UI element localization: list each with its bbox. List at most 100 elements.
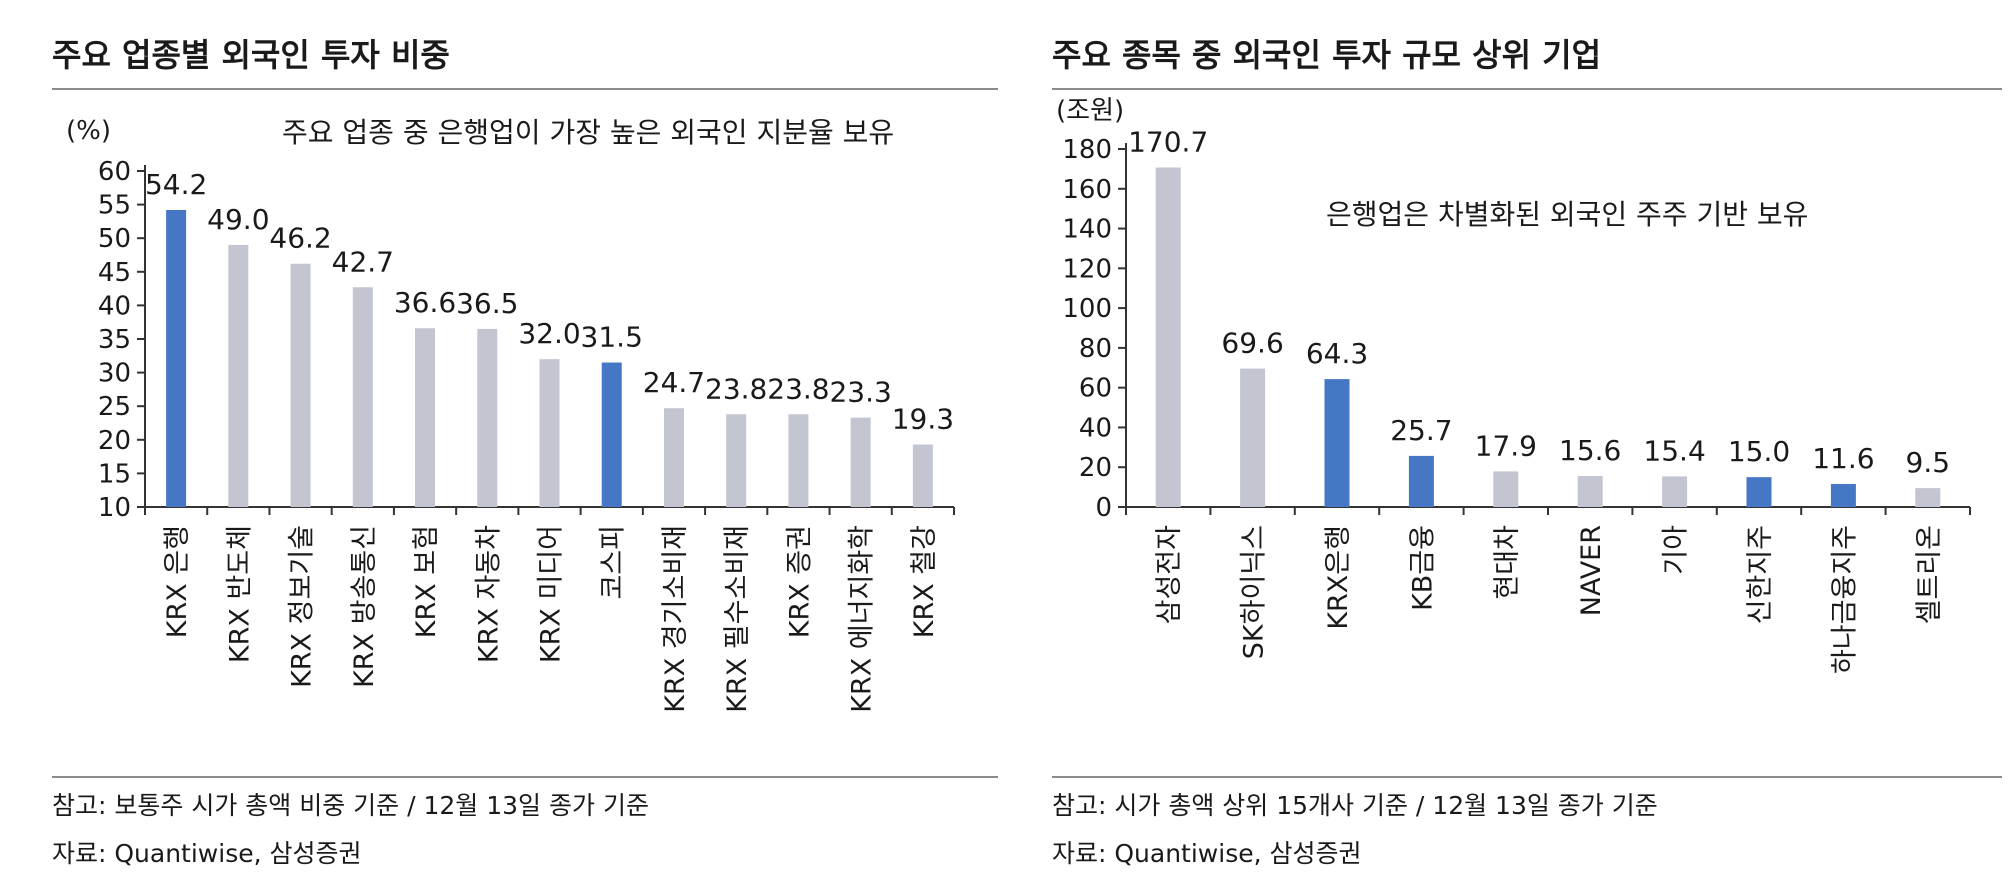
- bar-value-label: 17.9: [1475, 429, 1537, 462]
- x-category-label: 신한지주: [1745, 525, 1776, 624]
- bar: [1915, 488, 1941, 507]
- chart-annotation: 주요 업종 중 은행업이 가장 높은 외국인 지분율 보유: [282, 116, 894, 149]
- left-source: 자료: Quantiwise, 삼성증권: [52, 839, 362, 868]
- y-tick-label: 15: [98, 459, 131, 489]
- bar-value-label: 42.7: [332, 245, 394, 278]
- bar-value-label: 64.3: [1306, 337, 1368, 370]
- x-category-label: 셀트리온: [1914, 525, 1945, 624]
- right-footnote: 참고: 시가 총액 상위 15개사 기준 / 12월 13일 종가 기준: [1052, 791, 1658, 820]
- bar: [1746, 477, 1772, 507]
- right-bar-chart: 0 20 40 60 80 100 120 140 160 180 (조원) 은행업은 차별화된 외국…: [1056, 96, 1971, 674]
- bar: [1662, 476, 1688, 507]
- bar: [1493, 471, 1519, 507]
- bar-value-label: 25.7: [1390, 414, 1452, 447]
- right-chart-panel: 주요 종목 중 외국인 투자 규모 상위 기업 0 20 40 60 80 100 120 1…: [1046, 0, 2012, 890]
- y-tick-label: 45: [98, 258, 131, 288]
- x-category-label: KRX 미디어: [536, 525, 567, 663]
- y-tick-label: 60: [1079, 374, 1112, 404]
- bar: [663, 408, 684, 507]
- x-category-label: KB금융: [1407, 525, 1438, 611]
- bar-value-label: 31.5: [581, 321, 643, 354]
- bar-value-label: 9.5: [1906, 446, 1951, 479]
- bar-value-label: 69.6: [1221, 327, 1283, 360]
- bar-value-label: 170.7: [1128, 125, 1208, 158]
- y-tick-label: 120: [1062, 254, 1112, 284]
- left-footnote: 참고: 보통주 시가 총액 비중 기준 / 12월 13일 종가 기준: [52, 791, 649, 820]
- y-unit-label: (조원): [1056, 96, 1124, 126]
- bar-value-label: 23.8: [705, 372, 767, 405]
- x-category-label: 코스피: [598, 525, 629, 600]
- x-category-label: 현대차: [1492, 525, 1523, 600]
- y-tick-label: 140: [1062, 215, 1112, 245]
- y-tick-label: 20: [1079, 453, 1112, 483]
- bar: [788, 414, 809, 507]
- y-tick-label: 55: [98, 191, 131, 221]
- x-category-label: KRX 철강: [909, 525, 940, 638]
- left-chart-panel: 주요 업종별 외국인 투자 비중 10 15 20 25 30 35 40 45 50 55 60 (…: [0, 0, 1000, 890]
- left-chart-title: 주요 업종별 외국인 투자 비중: [52, 36, 450, 74]
- right-title-divider: [1052, 88, 2002, 90]
- bar-value-label: 36.6: [394, 286, 456, 319]
- x-category-label: KRX 보험: [411, 525, 442, 638]
- y-tick-label: 60: [98, 157, 131, 187]
- x-category-label: KRX 은행: [162, 525, 193, 638]
- x-category-label: 하나금융지주: [1829, 525, 1860, 674]
- x-category-label: KRX 반도체: [224, 525, 255, 663]
- bar: [726, 414, 747, 507]
- bar-value-label: 23.3: [829, 376, 891, 409]
- y-tick-label: 100: [1062, 294, 1112, 324]
- y-tick-label: 0: [1095, 493, 1112, 523]
- bar-value-label: 36.5: [456, 287, 518, 320]
- y-tick-label: 40: [1079, 413, 1112, 443]
- x-category-label: 기아: [1661, 525, 1692, 575]
- left-footer-divider: [52, 776, 998, 778]
- bar: [166, 209, 187, 507]
- bar-value-label: 54.2: [145, 168, 207, 201]
- x-category-label: KRX 방송통신: [349, 525, 380, 688]
- x-category-label: KRX 정보기술: [287, 525, 318, 688]
- bar-value-label: 46.2: [269, 222, 331, 255]
- right-chart-title: 주요 종목 중 외국인 투자 규모 상위 기업: [1052, 36, 1602, 74]
- y-tick-label: 10: [98, 493, 131, 523]
- bar-value-label: 15.6: [1559, 434, 1621, 467]
- x-category-label: 삼성전자: [1154, 525, 1185, 625]
- y-tick-label: 80: [1079, 334, 1112, 364]
- bar: [228, 244, 249, 508]
- right-footer-divider: [1052, 776, 2002, 778]
- bar: [352, 287, 373, 507]
- bar: [290, 263, 311, 507]
- bar-value-label: 19.3: [892, 403, 954, 436]
- bar: [1324, 379, 1350, 507]
- bar-value-label: 49.0: [207, 203, 269, 236]
- x-category-label: KRX은행: [1323, 525, 1354, 630]
- right-source: 자료: Quantiwise, 삼성증권: [1052, 839, 1362, 868]
- bar: [1577, 475, 1603, 507]
- bar: [477, 328, 498, 507]
- y-tick-label: 180: [1062, 135, 1112, 165]
- bar: [539, 359, 560, 507]
- bar: [1830, 483, 1856, 507]
- bar-value-label: 11.6: [1812, 442, 1874, 475]
- y-tick-label: 50: [98, 224, 131, 254]
- bar-value-label: 23.8: [767, 372, 829, 405]
- y-tick-label: 30: [98, 359, 131, 389]
- bar: [912, 444, 933, 507]
- bar: [601, 362, 622, 507]
- x-category-label: KRX 에너지화학: [847, 525, 878, 713]
- bar-value-label: 24.7: [643, 366, 705, 399]
- x-category-label: KRX 필수소비재: [722, 525, 753, 713]
- y-tick-label: 35: [98, 325, 131, 355]
- bar: [415, 328, 436, 507]
- x-category-label: NAVER: [1576, 525, 1607, 616]
- x-category-label: KRX 경기소비재: [660, 525, 691, 713]
- bar-value-label: 32.0: [518, 317, 580, 350]
- bar: [1240, 368, 1266, 507]
- x-category-label: KRX 자동차: [473, 525, 504, 663]
- y-tick-label: 160: [1062, 175, 1112, 205]
- bar: [1155, 167, 1181, 507]
- chart-annotation: 은행업은 차별화된 외국인 주주 기반 보유: [1326, 198, 1808, 231]
- y-tick-label: 25: [98, 392, 131, 422]
- bar: [850, 417, 871, 507]
- bar: [1408, 455, 1434, 507]
- y-unit-label: (%): [66, 116, 111, 146]
